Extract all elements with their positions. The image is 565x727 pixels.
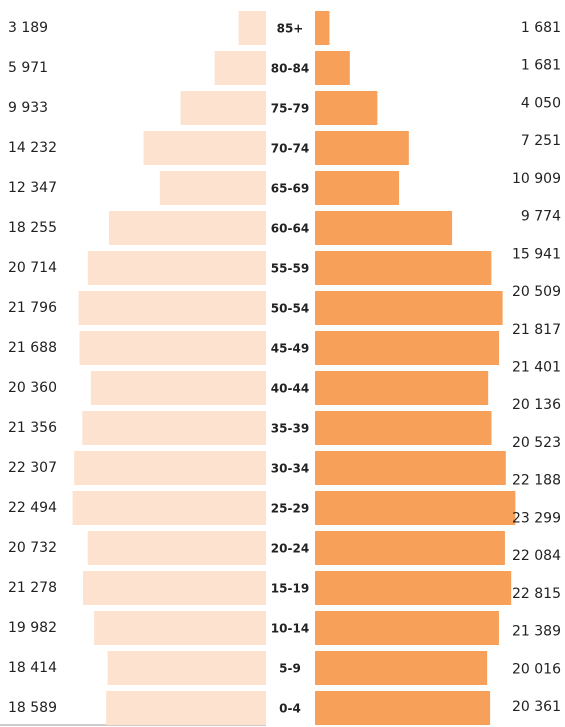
bar-left xyxy=(74,451,267,485)
bar-right xyxy=(315,611,499,645)
age-label: 60-64 xyxy=(271,222,309,236)
value-label-right: 20 509 xyxy=(512,284,561,300)
value-label-left: 21 688 xyxy=(8,340,57,356)
bar-right xyxy=(315,211,453,245)
value-label-right: 20 361 xyxy=(512,699,561,715)
bar-right xyxy=(315,331,500,365)
bar-left xyxy=(109,211,266,245)
age-label: 0-4 xyxy=(279,702,301,716)
value-label-right: 10 909 xyxy=(512,171,561,187)
age-label: 50-54 xyxy=(271,302,309,316)
bar-right xyxy=(315,531,505,565)
value-label-right: 21 817 xyxy=(512,322,561,338)
value-label-left: 3 189 xyxy=(8,20,48,36)
bar-left xyxy=(79,331,266,365)
age-label: 30-34 xyxy=(271,462,309,476)
value-label-left: 18 255 xyxy=(8,220,57,236)
bar-right xyxy=(315,571,512,605)
right-annotation: 1 681 xyxy=(521,20,561,36)
bar-left xyxy=(87,251,267,285)
value-label-right: 9 774 xyxy=(521,209,561,225)
value-label-right: 20 523 xyxy=(512,435,561,451)
value-label-left: 21 796 xyxy=(8,300,57,316)
bar-left xyxy=(82,411,266,445)
bar-left xyxy=(90,371,267,405)
bar-left xyxy=(94,611,266,645)
value-label-left: 20 360 xyxy=(8,380,57,396)
bar-left xyxy=(159,171,266,205)
bar-left xyxy=(214,51,266,85)
age-label: 85+ xyxy=(277,22,304,36)
value-label-right: 4 050 xyxy=(521,95,561,111)
value-label-left: 20 732 xyxy=(8,540,57,556)
bar-right xyxy=(315,651,488,685)
value-label-left: 9 933 xyxy=(8,100,48,116)
bar-right xyxy=(315,371,489,405)
value-label-right: 1 681 xyxy=(521,58,561,74)
age-label: 70-74 xyxy=(271,142,309,156)
value-label-right: 20 136 xyxy=(512,397,561,413)
value-label-right: 22 815 xyxy=(512,586,561,602)
bar-left xyxy=(106,691,266,725)
value-label-right: 7 251 xyxy=(521,133,561,149)
value-label-left: 21 278 xyxy=(8,580,57,596)
bar-right xyxy=(315,11,330,45)
age-label: 10-14 xyxy=(271,622,309,636)
value-label-left: 19 982 xyxy=(8,620,57,636)
bar-left xyxy=(83,571,266,605)
bar-right xyxy=(315,91,378,125)
value-label-left: 20 714 xyxy=(8,260,57,276)
value-label-left: 18 414 xyxy=(8,660,57,676)
bar-right xyxy=(315,131,409,165)
bar-right xyxy=(315,691,491,725)
age-label: 20-24 xyxy=(271,542,309,556)
value-label-right: 20 016 xyxy=(512,661,561,677)
bar-right xyxy=(315,51,350,85)
bar-right xyxy=(315,291,503,325)
value-label-left: 22 494 xyxy=(8,500,57,516)
age-label: 55-59 xyxy=(271,262,309,276)
value-label-right: 21 389 xyxy=(512,624,561,640)
value-label-right: 22 084 xyxy=(512,548,561,564)
bar-left xyxy=(72,491,266,525)
value-label-right: 23 299 xyxy=(512,510,561,526)
age-label: 35-39 xyxy=(271,422,309,436)
value-label-right: 22 188 xyxy=(512,473,561,489)
bar-left xyxy=(87,531,266,565)
bar-left xyxy=(238,11,266,45)
age-label: 75-79 xyxy=(271,102,309,116)
age-label: 45-49 xyxy=(271,342,309,356)
value-label-left: 5 971 xyxy=(8,60,48,76)
bar-right xyxy=(315,251,492,285)
bar-right xyxy=(315,171,400,205)
value-label-right: 15 941 xyxy=(512,246,561,262)
bar-right xyxy=(315,451,506,485)
value-label-right: 21 401 xyxy=(512,360,561,376)
bar-left xyxy=(180,91,266,125)
age-label: 80-84 xyxy=(271,62,309,76)
bar-left xyxy=(78,291,266,325)
value-label-left: 12 347 xyxy=(8,180,57,196)
bar-right xyxy=(315,411,492,445)
age-label: 15-19 xyxy=(271,582,309,596)
bar-right xyxy=(315,491,516,525)
age-label: 40-44 xyxy=(271,382,309,396)
age-label: 65-69 xyxy=(271,182,309,196)
age-label: 25-29 xyxy=(271,502,309,516)
value-label-left: 21 356 xyxy=(8,420,57,436)
value-label-left: 18 589 xyxy=(8,700,57,716)
value-label-left: 14 232 xyxy=(8,140,57,156)
bar-left xyxy=(143,131,266,165)
age-label: 5-9 xyxy=(279,662,301,676)
value-label-left: 22 307 xyxy=(8,460,57,476)
bar-left xyxy=(107,651,266,685)
